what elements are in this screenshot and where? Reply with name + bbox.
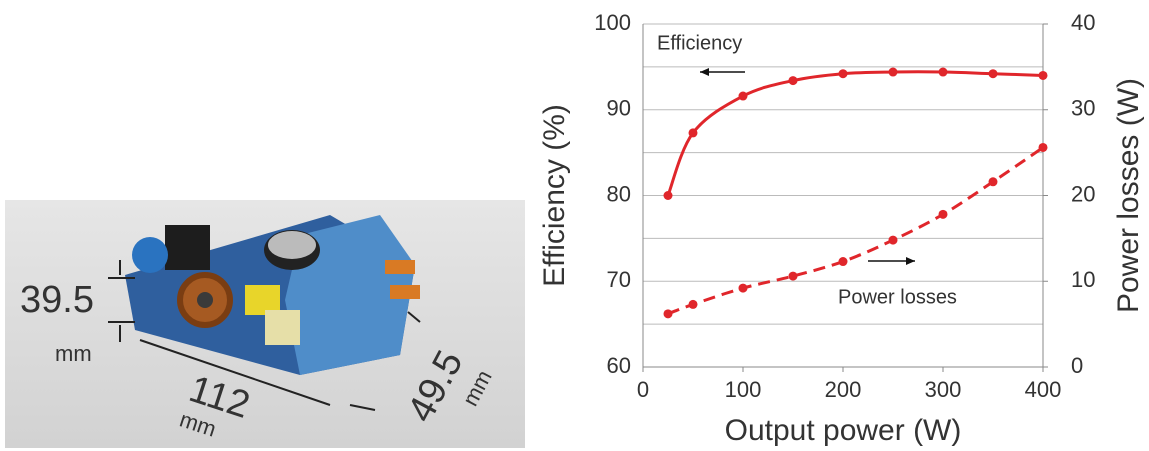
- y2-axis-label: Power losses (W): [1112, 78, 1145, 313]
- terminal: [390, 285, 420, 299]
- dimension-label: 39.5: [20, 279, 94, 321]
- data-point: [1039, 143, 1048, 152]
- x-tick-label: 0: [637, 377, 649, 402]
- series-line: [668, 72, 1043, 196]
- data-point: [664, 191, 673, 200]
- data-point: [989, 177, 998, 186]
- data-point: [839, 257, 848, 266]
- data-point: [839, 69, 848, 78]
- toroid-core: [197, 292, 213, 308]
- data-point: [939, 68, 948, 77]
- y-tick-label: 60: [607, 353, 631, 378]
- y-tick-label: 100: [594, 10, 631, 35]
- y2-tick-label: 30: [1071, 96, 1095, 121]
- connector: [165, 225, 210, 270]
- transformer: [265, 310, 300, 345]
- annotation-arrowhead: [700, 68, 709, 76]
- data-point: [664, 309, 673, 318]
- legend-label: Efficiency: [657, 32, 742, 54]
- data-point: [889, 68, 898, 77]
- data-point: [789, 76, 798, 85]
- y-axis-label: Efficiency (%): [538, 104, 571, 287]
- x-tick-label: 200: [825, 377, 862, 402]
- dimension-unit: mm: [55, 341, 92, 366]
- y2-tick-label: 10: [1071, 267, 1095, 292]
- data-point: [889, 236, 898, 245]
- capacitor-top: [268, 231, 316, 259]
- data-point: [789, 272, 798, 281]
- data-point: [1039, 71, 1048, 80]
- capacitor: [132, 237, 168, 273]
- data-point: [939, 210, 948, 219]
- x-axis-label: Output power (W): [725, 414, 962, 447]
- legend-label: Power losses: [838, 286, 957, 308]
- y2-tick-label: 20: [1071, 181, 1095, 206]
- data-point: [689, 300, 698, 309]
- y2-tick-label: 0: [1071, 353, 1083, 378]
- y2-tick-label: 40: [1071, 10, 1095, 35]
- terminal: [385, 260, 415, 274]
- data-point: [739, 284, 748, 293]
- y-tick-label: 90: [607, 96, 631, 121]
- data-point: [689, 128, 698, 137]
- data-point: [989, 69, 998, 78]
- page: {"photo": {"labels": ["39.5", "mm", "112…: [0, 0, 1149, 451]
- figure: 39.5 mm 112 mm 49.5 mm 60 70 80 90 100 0 10 20 3…: [0, 0, 1149, 451]
- x-tick-label: 300: [925, 377, 962, 402]
- photo: 39.5 mm 112 mm 49.5 mm: [5, 200, 525, 448]
- y-tick-label: 70: [607, 267, 631, 292]
- annotation-arrowhead: [906, 257, 915, 265]
- y-tick-label: 80: [607, 181, 631, 206]
- data-point: [739, 92, 748, 101]
- x-tick-label: 100: [725, 377, 762, 402]
- x-tick-label: 400: [1025, 377, 1062, 402]
